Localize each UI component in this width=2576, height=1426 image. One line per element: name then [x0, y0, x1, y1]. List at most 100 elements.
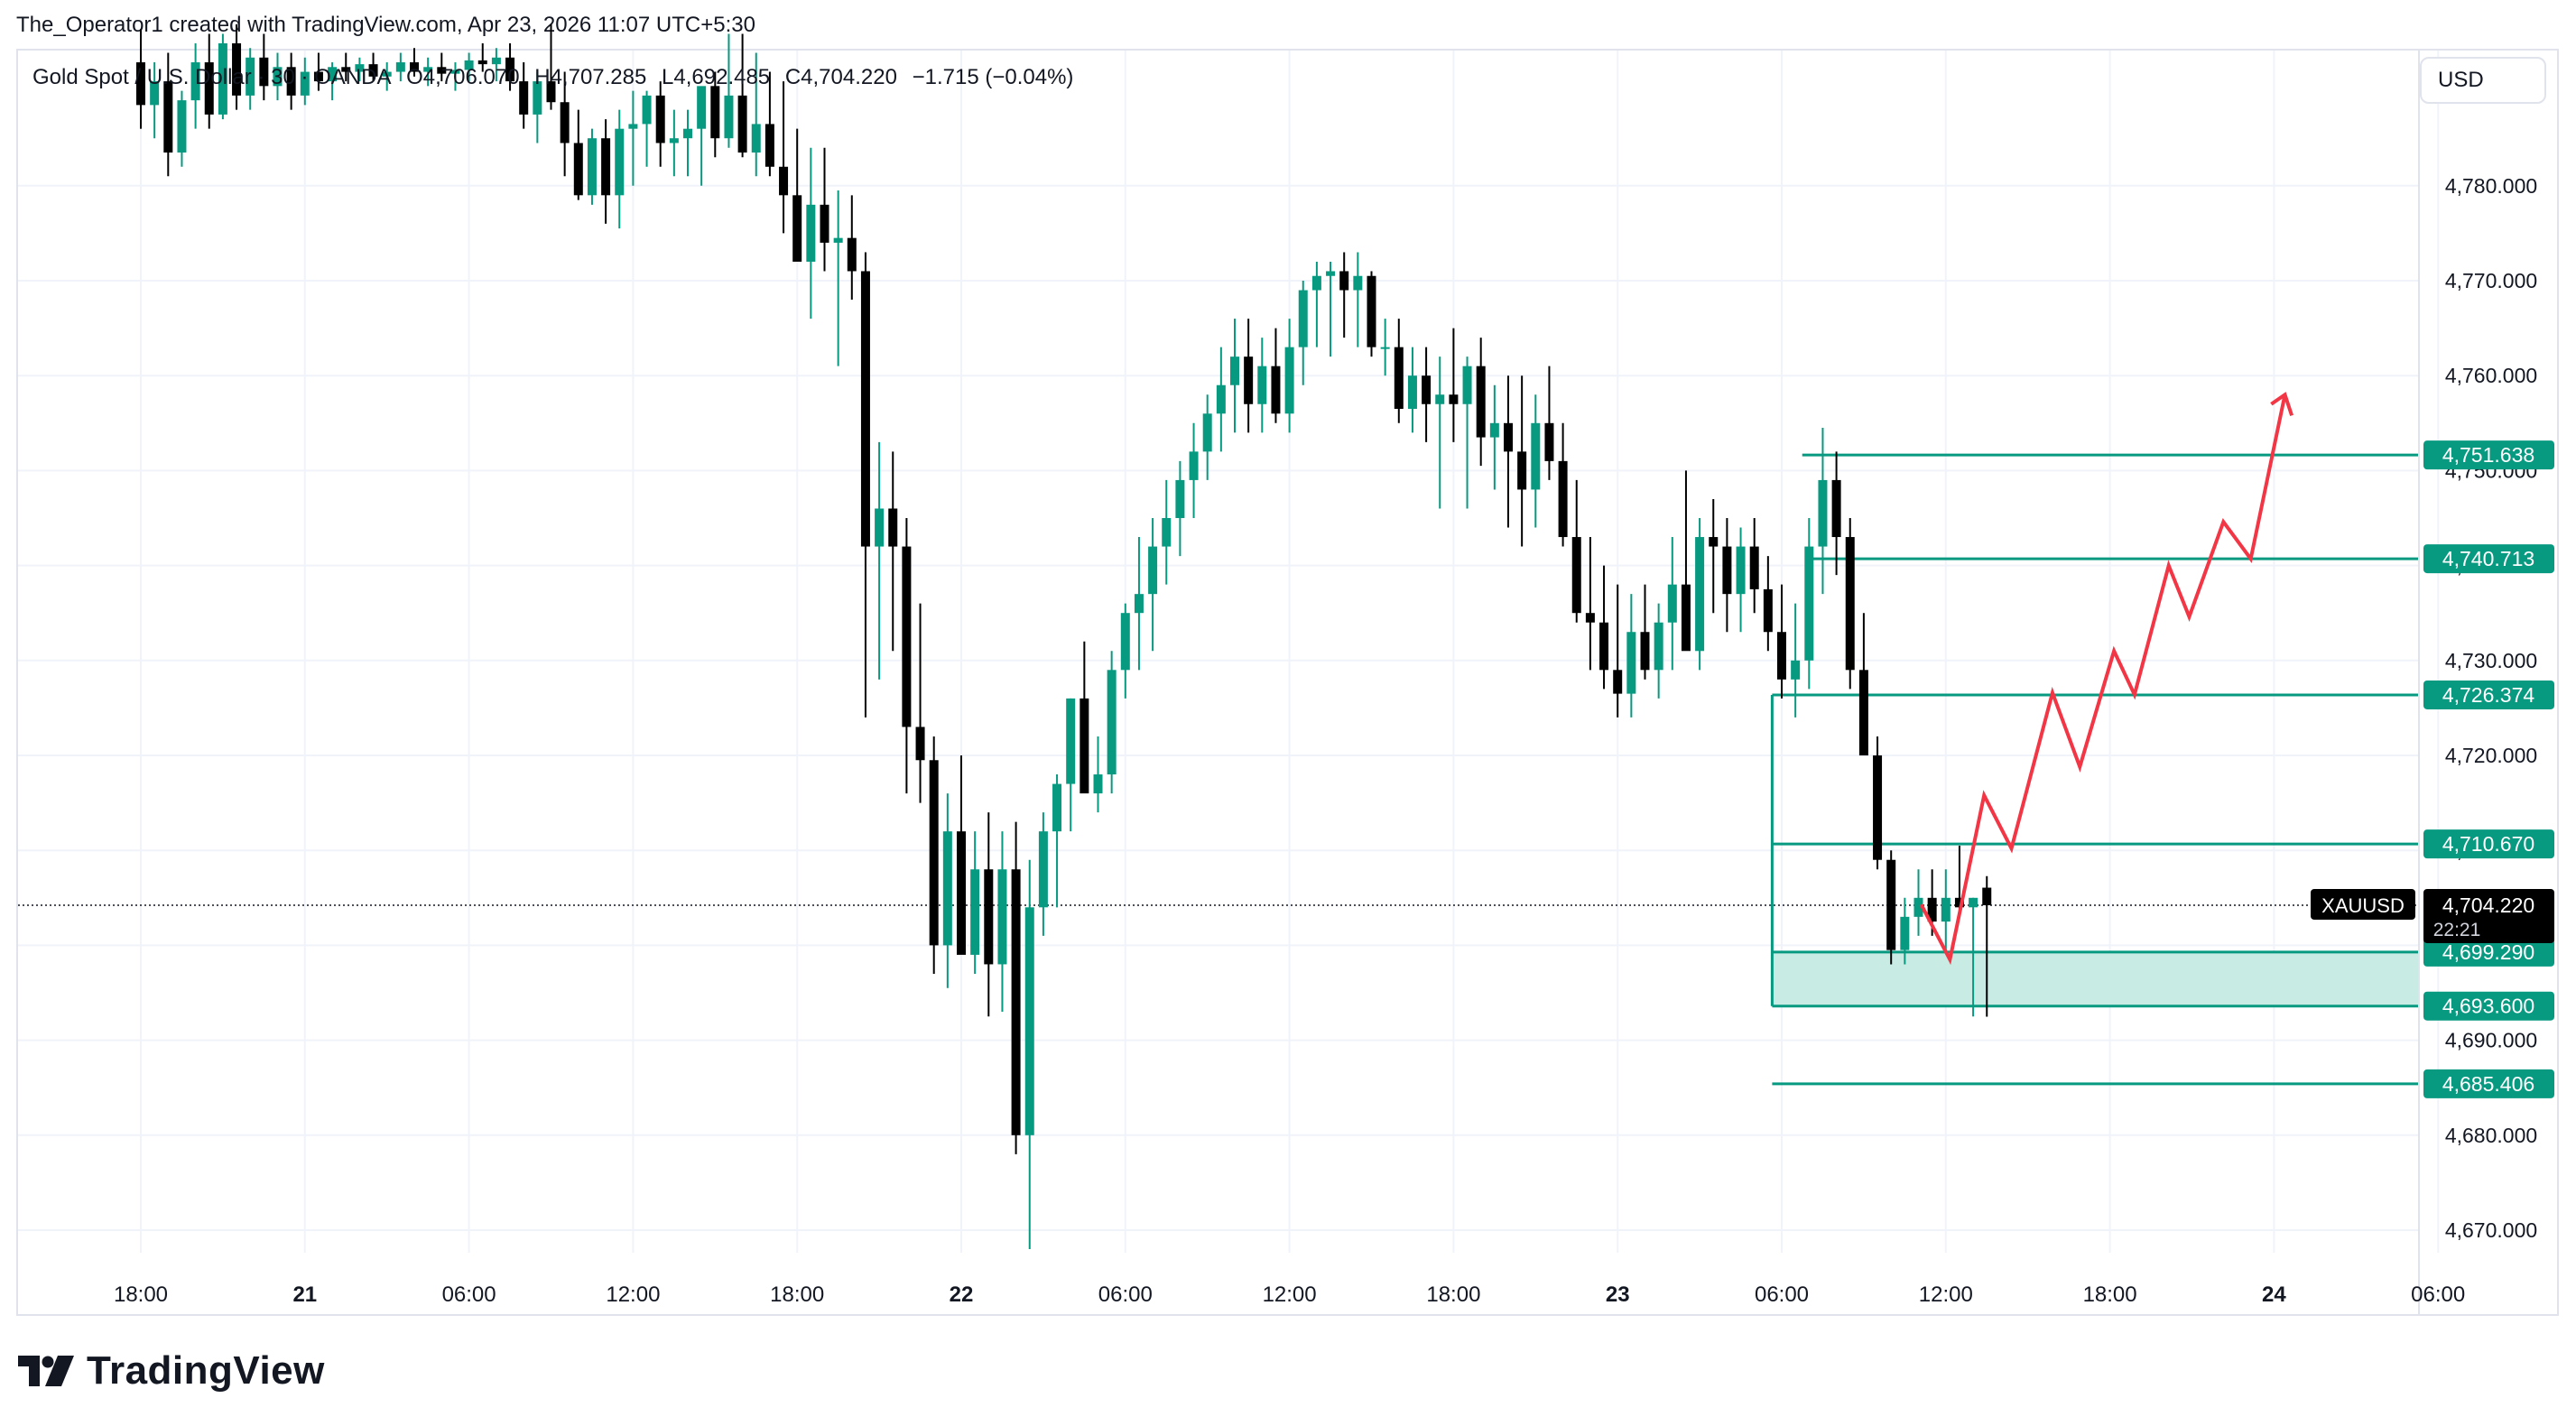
candle-body [1052, 783, 1062, 832]
candle-body [232, 43, 242, 96]
projection-arrow-head [2270, 392, 2293, 417]
candle-body [1969, 897, 1978, 908]
candle-body [573, 143, 583, 196]
candle-body [1367, 275, 1376, 347]
current-price-label: 4,704.220 [2442, 894, 2534, 917]
candle-body [1626, 632, 1636, 694]
chart-frame[interactable] [16, 49, 2559, 1316]
level-price-tag-label: 4,710.670 [2442, 832, 2534, 856]
candle-body [1011, 869, 1021, 1135]
candle-body [1900, 916, 1910, 950]
candle-body [875, 508, 885, 547]
candle-body [560, 102, 570, 144]
candle-body [1230, 356, 1239, 385]
candle-body [533, 81, 542, 115]
candle-body [1585, 613, 1595, 623]
candle-body [1216, 384, 1226, 414]
candle-body [1449, 394, 1459, 404]
candle-body [355, 64, 365, 72]
candle-body [683, 128, 692, 139]
candle-body [1038, 831, 1048, 908]
candle-body [628, 124, 638, 129]
close-value: C4,704.220 [784, 65, 897, 89]
candle-body [1531, 422, 1541, 490]
x-tick-label: 18:00 [114, 1282, 168, 1307]
price-chart[interactable]: 4,670.0004,680.0004,690.0004,700.0004,71… [0, 0, 2576, 1318]
level-price-tag-label: 4,699.290 [2442, 940, 2534, 964]
candle-body [997, 869, 1007, 965]
candle-body [177, 100, 187, 153]
candle-body [615, 128, 625, 196]
candle-body [1066, 698, 1076, 784]
x-tick-label: 22 [950, 1282, 974, 1307]
candle-body [929, 760, 939, 946]
candle-body [259, 57, 269, 87]
candle-body [1791, 660, 1801, 680]
level-price-tag-label: 4,726.374 [2442, 683, 2535, 707]
candle-body [464, 60, 474, 70]
candle-body [1394, 347, 1404, 410]
level-price-tag [2423, 440, 2554, 470]
candle-body [1024, 907, 1034, 1135]
candle-body [1435, 394, 1445, 404]
y-tick-label: 4,720.000 [2445, 744, 2537, 767]
candle-body [1954, 897, 1964, 908]
y-tick-label: 4,670.000 [2445, 1218, 2537, 1242]
candle-body [1080, 698, 1089, 794]
candle-body [1175, 479, 1185, 518]
candle-body [1599, 622, 1609, 671]
candle-body [587, 138, 597, 196]
level-price-tag [2423, 829, 2554, 859]
candle-body [1517, 451, 1527, 490]
candle-body [764, 124, 774, 167]
candle-body [806, 204, 816, 262]
candle-body [1353, 275, 1363, 291]
candle-body [751, 124, 761, 153]
x-tick-label: 18:00 [1426, 1282, 1480, 1307]
candle-body [273, 67, 283, 87]
level-price-tag-label: 4,693.600 [2442, 995, 2534, 1018]
candle-body [519, 81, 529, 115]
candle-body [1271, 366, 1281, 414]
candle-body [779, 166, 789, 196]
candle-body [1148, 546, 1158, 595]
tradingview-logo-icon [18, 1356, 74, 1386]
y-tick-label: 4,730.000 [2445, 649, 2537, 672]
y-tick-label: 4,680.000 [2445, 1124, 2537, 1147]
candle-body [505, 57, 515, 82]
candle-body [1804, 546, 1814, 661]
level-price-tag-label: 4,740.713 [2442, 547, 2534, 570]
x-tick-label: 23 [1606, 1282, 1630, 1307]
candle-body [1134, 594, 1144, 614]
tradingview-brand[interactable]: TradingView [18, 1348, 325, 1394]
y-tick-label: 4,780.000 [2445, 174, 2537, 198]
candle-body [1640, 632, 1650, 671]
symbol-tag [2311, 889, 2415, 921]
candle-body [1422, 375, 1432, 404]
candle-body [1504, 422, 1513, 452]
support-resistance-levels [1770, 453, 2419, 1086]
x-tick-label: 06:00 [2411, 1282, 2465, 1307]
candle-body [847, 237, 857, 272]
symbol-legend[interactable]: Gold Spot / U.S. Dollar · 30 · OANDA O4,… [32, 65, 1082, 90]
candle-body [655, 95, 665, 144]
candle-body [1244, 356, 1254, 404]
candle-body [1489, 422, 1499, 438]
candle-body [1654, 622, 1663, 671]
y-tick-label: 4,770.000 [2445, 269, 2537, 292]
grid-lines [18, 51, 2440, 1253]
currency-button[interactable]: USD [2420, 57, 2546, 104]
level-price-tag-label: 4,685.406 [2442, 1072, 2534, 1096]
bar-countdown-label: 22:21 [2433, 920, 2481, 940]
candle-body [477, 60, 487, 65]
open-value: O4,706.070 [406, 65, 520, 89]
brand-name: TradingView [87, 1348, 325, 1393]
level-price-tag [2423, 937, 2554, 967]
candle-body [382, 71, 392, 77]
candle-body [1107, 670, 1117, 775]
symbol-name: Gold Spot / U.S. Dollar · 30 · OANDA [32, 65, 392, 89]
level-price-tag [2423, 991, 2554, 1021]
candle-body [1380, 347, 1390, 349]
projection-path [1919, 392, 2293, 966]
support-zone [1772, 951, 2419, 1006]
